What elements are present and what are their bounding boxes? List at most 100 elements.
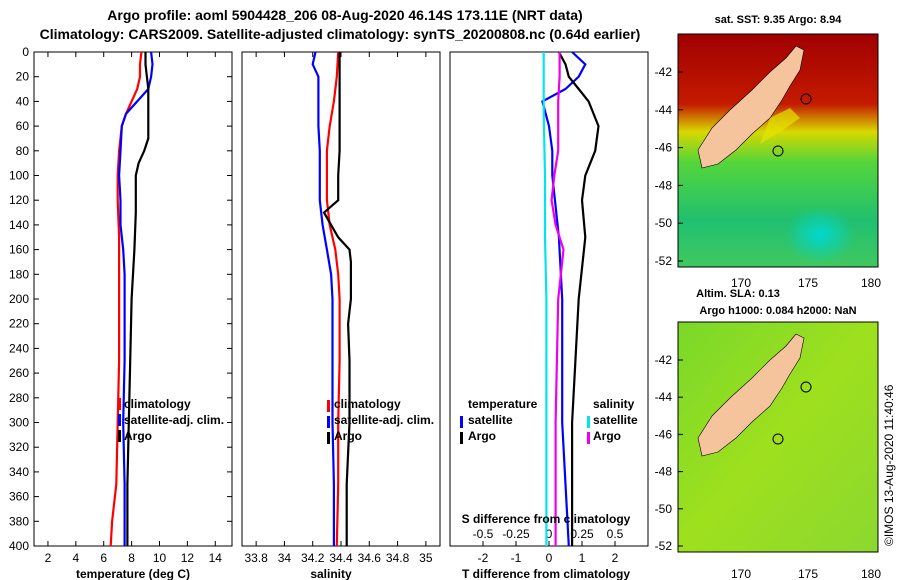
legend-climatology-swatch bbox=[327, 400, 330, 412]
salinity-panel-frame bbox=[241, 51, 441, 547]
depth-tick-label: 80 bbox=[16, 144, 30, 158]
legend-s-argo-swatch bbox=[587, 432, 590, 444]
top-tick-label: 0.5 bbox=[607, 527, 624, 541]
depth-tick-label: 120 bbox=[9, 193, 29, 207]
depth-tick-label: 320 bbox=[9, 440, 29, 454]
sst-lat-ticks: -42 -44 -46 -48 -50 -52 bbox=[655, 65, 683, 268]
sla-argo-location bbox=[772, 433, 784, 445]
difference-xlabel: T difference from climatology bbox=[462, 567, 630, 580]
difference-top-label: S difference from climatology bbox=[462, 512, 631, 526]
x-tick-label: 34.6 bbox=[358, 551, 382, 565]
depth-tick-label: 100 bbox=[9, 169, 29, 183]
x-tick-label: 1 bbox=[579, 551, 586, 565]
depth-tick-label: 360 bbox=[9, 490, 29, 504]
top-tick-label: 0 bbox=[546, 527, 553, 541]
x-tick-label: 10 bbox=[153, 551, 167, 565]
lat-tick-label: -44 bbox=[655, 103, 673, 117]
x-tick-label: 35 bbox=[419, 551, 433, 565]
legend-climatology-swatch bbox=[118, 398, 121, 410]
lat-tick-label: -50 bbox=[655, 502, 673, 516]
legend-s-satellite-label: satellite bbox=[593, 413, 638, 427]
sla-map bbox=[677, 321, 879, 553]
lon-tick-label: 170 bbox=[731, 276, 751, 290]
legend-satellite-label: satellite-adj. clim. bbox=[124, 413, 224, 427]
lon-tick-label: 175 bbox=[798, 567, 818, 580]
series-line-argo bbox=[126, 52, 150, 546]
series-line-t-satellite bbox=[541, 51, 587, 547]
legend-satellite-swatch bbox=[327, 416, 330, 428]
depth-tick-label: 380 bbox=[9, 514, 29, 528]
legend-satellite-label: satellite-adj. clim. bbox=[334, 413, 434, 427]
x-tick-label: 34.8 bbox=[386, 551, 410, 565]
lon-tick-label: 180 bbox=[861, 276, 881, 290]
legend-t-satellite-swatch bbox=[460, 416, 463, 428]
legend-s-argo-label: Argo bbox=[593, 429, 621, 443]
title-line-1: Argo profile: aoml 5904428_206 08-Aug-20… bbox=[107, 7, 582, 23]
legend-argo-swatch bbox=[118, 430, 121, 442]
sst-map bbox=[677, 33, 879, 268]
depth-tick-label: 0 bbox=[22, 45, 29, 59]
depth-axis: 0 20 40 60 80 100 120 140 160 180 200 220 240 260 280 3… bbox=[9, 45, 232, 553]
x-tick-label: -1 bbox=[511, 551, 522, 565]
sst-lon-ticks: 170 175 180 bbox=[731, 276, 881, 290]
depth-tick-label: 240 bbox=[9, 341, 29, 355]
series-line-climatology bbox=[109, 51, 143, 547]
temperature-legend: climatology satellite-adj. clim. Argo bbox=[118, 397, 224, 443]
lat-tick-label: -46 bbox=[655, 427, 673, 441]
series-line-s-argo bbox=[550, 52, 565, 546]
depth-tick-label: 20 bbox=[16, 70, 30, 84]
temperature-panel-frame bbox=[33, 51, 233, 547]
depth-tick-label: 260 bbox=[9, 366, 29, 380]
series-line-argo bbox=[322, 52, 352, 546]
x-tick-label: 4 bbox=[72, 551, 79, 565]
depth-tick-label: 300 bbox=[9, 416, 29, 430]
x-tick-label: -2 bbox=[478, 551, 489, 565]
lat-tick-label: -44 bbox=[655, 390, 673, 404]
south-island-land bbox=[697, 333, 805, 457]
legend-s-satellite-swatch bbox=[587, 416, 590, 428]
x-tick-label: 2 bbox=[45, 551, 52, 565]
sla-lon-ticks: 170 175 180 bbox=[731, 567, 881, 580]
depth-tick-label: 280 bbox=[9, 391, 29, 405]
x-tick-label: 12 bbox=[181, 551, 195, 565]
sst-warm-shelf bbox=[760, 108, 800, 144]
legend-argo-swatch bbox=[327, 432, 330, 444]
lat-tick-label: -42 bbox=[655, 65, 673, 79]
lat-tick-label: -52 bbox=[655, 254, 673, 268]
sst-argo-location bbox=[772, 145, 784, 157]
depth-tick-label: 340 bbox=[9, 465, 29, 479]
salinity-plot: 33.8 34 34.2 34.4 34.6 34.8 35 bbox=[244, 51, 433, 565]
legend-t-argo-swatch bbox=[460, 432, 463, 444]
top-tick-label: -0.5 bbox=[473, 527, 494, 541]
sla-map-title-2: Argo h1000: 0.084 h2000: NaN bbox=[699, 305, 856, 317]
legend-t-argo-label: Argo bbox=[468, 429, 496, 443]
series-line-s-satellite bbox=[542, 52, 548, 546]
x-tick-label: 8 bbox=[128, 551, 135, 565]
depth-tick-label: 200 bbox=[9, 292, 29, 306]
sst-cold-patch bbox=[785, 207, 855, 263]
x-tick-label: 34.2 bbox=[301, 551, 325, 565]
x-tick-label: 0 bbox=[546, 551, 553, 565]
legend-temperature-title: temperature bbox=[468, 397, 538, 411]
depth-tick-label: 140 bbox=[9, 218, 29, 232]
x-tick-label: 34 bbox=[278, 551, 292, 565]
legend-argo-label: Argo bbox=[124, 429, 152, 443]
depth-tick-label: 60 bbox=[16, 119, 30, 133]
depth-tick-label: 220 bbox=[9, 317, 29, 331]
title-line-2: Climatology: CARS2009. Satellite-adjuste… bbox=[40, 26, 641, 42]
top-tick-label: 0.25 bbox=[570, 527, 594, 541]
depth-tick-label: 180 bbox=[9, 267, 29, 281]
legend-salinity-title: salinity bbox=[593, 397, 635, 411]
series-line-t-argo bbox=[557, 51, 600, 546]
legend-climatology-label: climatology bbox=[124, 397, 191, 411]
lon-tick-label: 175 bbox=[798, 276, 818, 290]
difference-legend: temperature satellite Argo salinity sate… bbox=[460, 397, 638, 444]
depth-tick-label: 40 bbox=[16, 94, 30, 108]
lat-tick-label: -50 bbox=[655, 216, 673, 230]
lon-tick-label: 170 bbox=[731, 567, 751, 580]
difference-plot: -2 -1 0 1 2 -0.5 -0.25 0 0.25 0.5 bbox=[473, 51, 624, 565]
x-tick-label: 34.4 bbox=[329, 551, 353, 565]
legend-argo-label: Argo bbox=[334, 429, 362, 443]
imos-timestamp: ©IMOS 13-Aug-2020 11:40:46 bbox=[882, 384, 896, 546]
sla-lat-ticks: -42 -44 -46 -48 -50 -52 bbox=[655, 353, 683, 553]
